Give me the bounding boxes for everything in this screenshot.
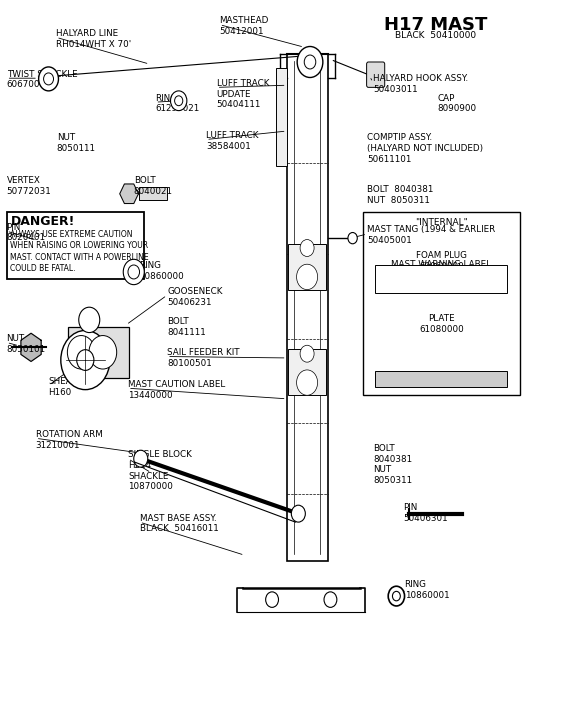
- Text: BOLT
8040381
NUT
8050311: BOLT 8040381 NUT 8050311: [373, 444, 412, 485]
- Text: BLACK  50410000: BLACK 50410000: [395, 31, 476, 40]
- Text: NUT
8050111: NUT 8050111: [57, 133, 96, 153]
- Text: GOOSENECK
50406231: GOOSENECK 50406231: [167, 287, 222, 306]
- Text: ALWAYS USE EXTREME CAUTION
WHEN RAISING OR LOWERING YOUR
MAST. CONTACT WITH A PO: ALWAYS USE EXTREME CAUTION WHEN RAISING …: [10, 229, 149, 273]
- Text: MAST TANG (1994 & EARLIER
50405001: MAST TANG (1994 & EARLIER 50405001: [367, 225, 495, 245]
- Text: RING
61290021: RING 61290021: [156, 94, 199, 114]
- Text: MAST CAUTION LABEL
13440000: MAST CAUTION LABEL 13440000: [128, 380, 225, 400]
- Text: BOLT
8041111: BOLT 8041111: [167, 317, 206, 337]
- Bar: [363, 212, 520, 395]
- Text: BOLT
8040021: BOLT 8040021: [134, 176, 173, 196]
- Text: RING
10860001: RING 10860001: [405, 580, 449, 599]
- Bar: [288, 349, 326, 395]
- Circle shape: [304, 55, 316, 69]
- Text: HALYARD LINE
RH014WHT X 70': HALYARD LINE RH014WHT X 70': [56, 29, 132, 49]
- Text: PIN
8020401: PIN 8020401: [6, 222, 46, 242]
- Bar: [288, 244, 326, 289]
- Text: HALYARD HOOK ASSY.
50403011: HALYARD HOOK ASSY. 50403011: [373, 74, 468, 94]
- Circle shape: [297, 370, 318, 395]
- Circle shape: [39, 67, 58, 91]
- Bar: [6, 212, 144, 279]
- Circle shape: [300, 345, 314, 362]
- Circle shape: [300, 239, 314, 256]
- Polygon shape: [21, 333, 41, 361]
- Text: SINGLE BLOCK
H224
SHACKLE
10870000: SINGLE BLOCK H224 SHACKLE 10870000: [128, 450, 192, 491]
- Circle shape: [266, 592, 278, 607]
- Bar: [276, 68, 287, 167]
- Circle shape: [324, 592, 337, 607]
- Circle shape: [170, 91, 187, 111]
- Text: BOLT  8040381
NUT  8050311: BOLT 8040381 NUT 8050311: [367, 185, 433, 205]
- Text: LUFF TRACK
UPDATE
50404111: LUFF TRACK UPDATE 50404111: [216, 79, 269, 109]
- Circle shape: [89, 335, 116, 369]
- Text: MAST BASE ASSY.
BLACK  50416011: MAST BASE ASSY. BLACK 50416011: [140, 514, 218, 534]
- Text: TWIST SHACKLE
60670000: TWIST SHACKLE 60670000: [6, 70, 77, 90]
- Text: LUFF TRACK
38584001: LUFF TRACK 38584001: [206, 131, 259, 151]
- Text: NUT
8050101: NUT 8050101: [6, 334, 46, 354]
- Circle shape: [388, 586, 405, 606]
- Text: MASTHEAD
50412001: MASTHEAD 50412001: [219, 16, 269, 36]
- Bar: [376, 265, 507, 293]
- Text: FOAM PLUG
60060000: FOAM PLUG 60060000: [416, 251, 467, 271]
- Circle shape: [348, 232, 357, 244]
- Circle shape: [44, 73, 53, 85]
- Text: MAST WARNING LABEL
13440010: MAST WARNING LABEL 13440010: [391, 260, 491, 280]
- Circle shape: [297, 47, 323, 78]
- Circle shape: [67, 335, 95, 369]
- FancyBboxPatch shape: [367, 62, 385, 88]
- Text: PIN
50406301: PIN 50406301: [404, 503, 448, 523]
- Circle shape: [123, 259, 144, 285]
- Bar: [287, 54, 328, 561]
- Text: CAP
8090900: CAP 8090900: [437, 94, 476, 114]
- Text: SHEAVE
H160: SHEAVE H160: [49, 377, 83, 397]
- Text: "INTERNAL": "INTERNAL": [415, 217, 467, 227]
- Text: ROTATION ARM
31210001: ROTATION ARM 31210001: [36, 430, 102, 450]
- Circle shape: [174, 96, 183, 106]
- Text: COMPTIP ASSY.
(HALYARD NOT INCLUDED)
50611101: COMPTIP ASSY. (HALYARD NOT INCLUDED) 506…: [367, 133, 483, 164]
- Circle shape: [128, 265, 140, 279]
- Circle shape: [134, 450, 148, 467]
- Bar: [68, 327, 129, 378]
- Text: RING
20860000: RING 20860000: [140, 261, 184, 281]
- Text: VERTEX
50772031: VERTEX 50772031: [6, 176, 51, 196]
- Circle shape: [393, 592, 400, 601]
- Text: PLATE
61080000: PLATE 61080000: [419, 314, 464, 335]
- Text: SAIL FEEDER KIT
80100501: SAIL FEEDER KIT 80100501: [167, 348, 240, 368]
- Circle shape: [79, 307, 100, 333]
- Circle shape: [291, 505, 305, 522]
- Circle shape: [61, 330, 110, 390]
- Text: H17 MAST: H17 MAST: [384, 16, 487, 34]
- Text: DANGER!: DANGER!: [11, 215, 75, 228]
- Bar: [139, 187, 167, 200]
- Circle shape: [297, 264, 318, 289]
- Bar: [376, 371, 507, 387]
- Circle shape: [77, 349, 94, 371]
- Polygon shape: [120, 184, 139, 203]
